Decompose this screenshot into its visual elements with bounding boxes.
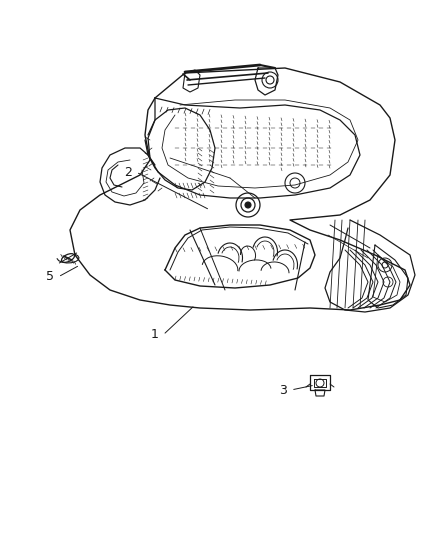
Text: 3: 3 [279, 384, 287, 397]
Text: 5: 5 [46, 271, 54, 284]
Text: 2: 2 [124, 166, 132, 179]
Circle shape [245, 202, 251, 208]
Text: 1: 1 [151, 328, 159, 342]
